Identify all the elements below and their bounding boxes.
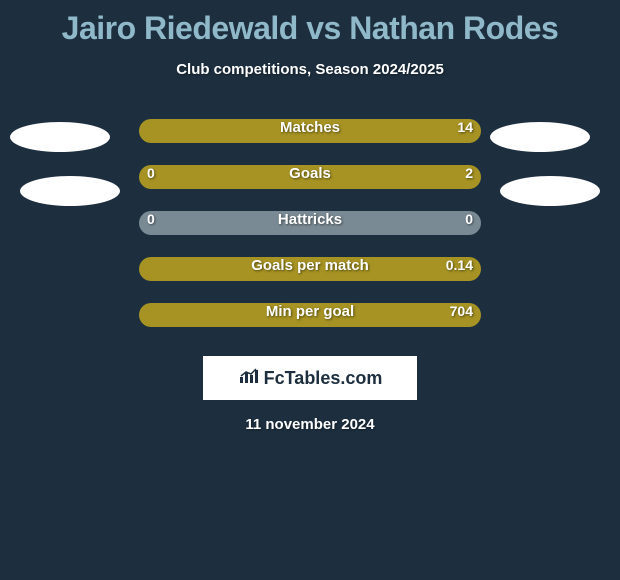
value-left: 0 bbox=[147, 211, 155, 227]
value-left: 0 bbox=[147, 165, 155, 181]
bar-track: Min per goal 704 bbox=[139, 303, 481, 327]
value-right: 704 bbox=[450, 303, 473, 319]
value-right: 0 bbox=[465, 211, 473, 227]
stat-row: Hattricks 0 0 bbox=[0, 200, 620, 246]
stat-label: Min per goal bbox=[266, 303, 354, 320]
page-title: Jairo Riedewald vs Nathan Rodes bbox=[0, 0, 620, 47]
stat-row: Goals per match 0.14 bbox=[0, 246, 620, 292]
value-right: 2 bbox=[465, 165, 473, 181]
decorative-ellipse bbox=[500, 176, 600, 206]
value-right: 14 bbox=[457, 119, 473, 135]
stat-row: Min per goal 704 bbox=[0, 292, 620, 338]
stat-label: Hattricks bbox=[278, 211, 342, 228]
stat-label: Goals bbox=[289, 165, 331, 182]
chart-icon bbox=[238, 367, 260, 390]
bar-track: Hattricks 0 0 bbox=[139, 211, 481, 235]
logo-text: FcTables.com bbox=[264, 368, 383, 389]
date-label: 11 november 2024 bbox=[0, 416, 620, 433]
bar-right bbox=[201, 165, 481, 189]
bar-track: Goals 0 2 bbox=[139, 165, 481, 189]
subtitle: Club competitions, Season 2024/2025 bbox=[0, 61, 620, 78]
bar-track: Matches 14 bbox=[139, 119, 481, 143]
decorative-ellipse bbox=[20, 176, 120, 206]
logo-box: FcTables.com bbox=[203, 356, 417, 400]
decorative-ellipse bbox=[490, 122, 590, 152]
bar-track: Goals per match 0.14 bbox=[139, 257, 481, 281]
stat-label: Matches bbox=[280, 119, 340, 136]
value-right: 0.14 bbox=[446, 257, 473, 273]
decorative-ellipse bbox=[10, 122, 110, 152]
stat-label: Goals per match bbox=[251, 257, 369, 274]
